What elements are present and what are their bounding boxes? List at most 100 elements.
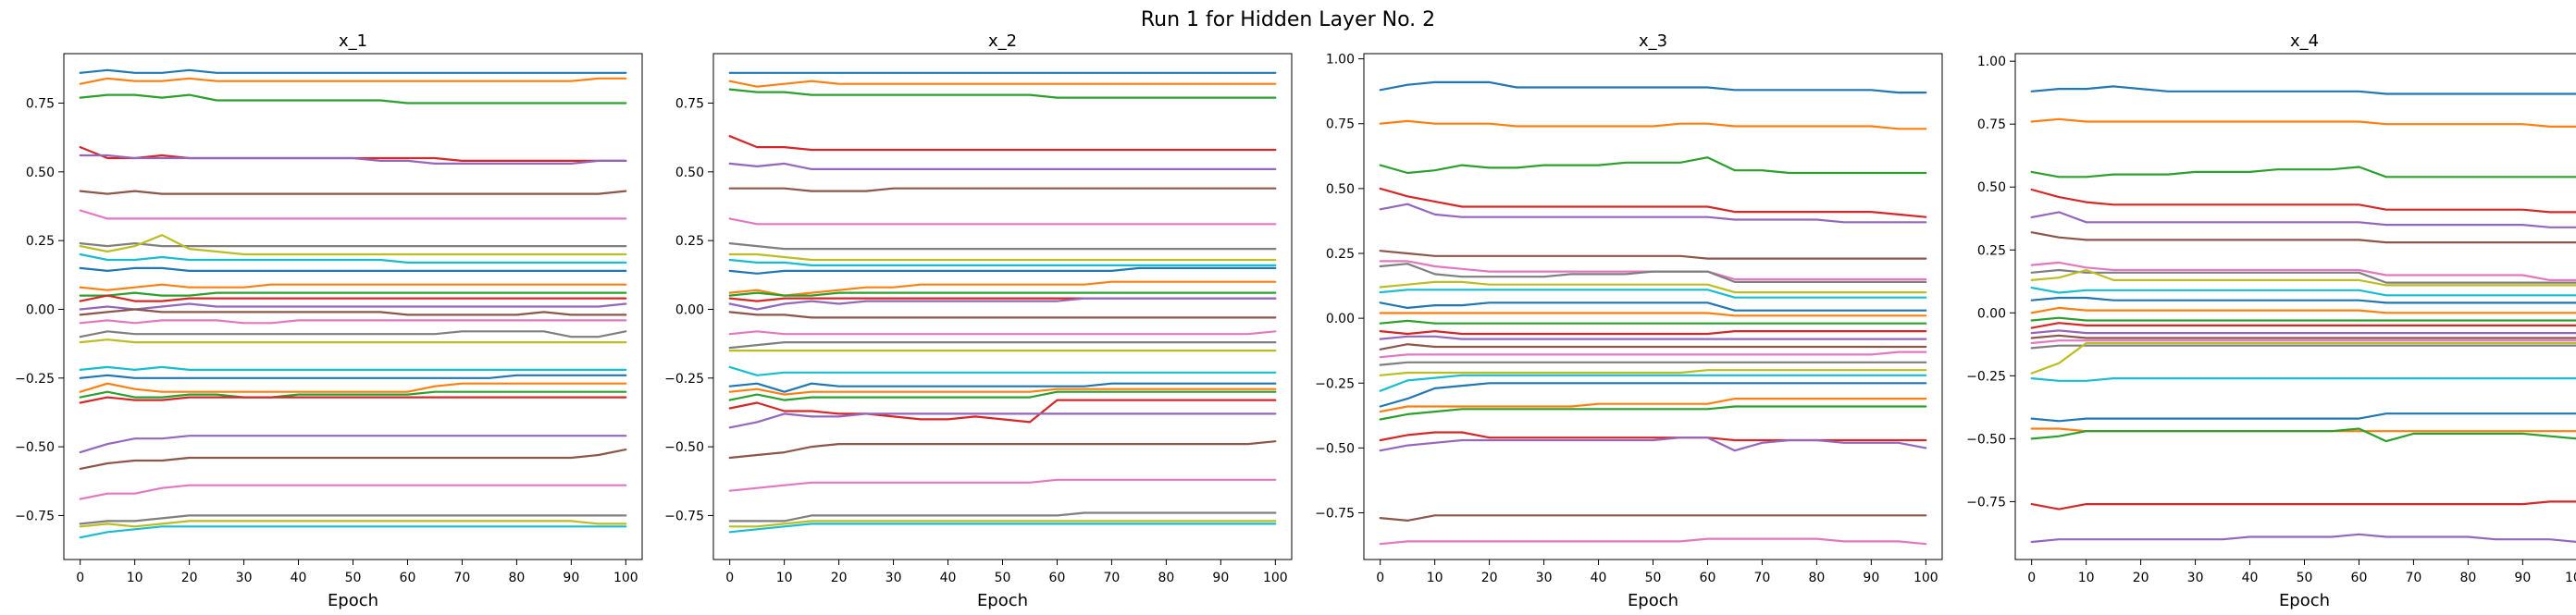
series-line-28 xyxy=(79,514,627,525)
series-line-19 xyxy=(1379,369,1927,376)
x-tick-label: 80 xyxy=(508,571,525,585)
series-line-6 xyxy=(2030,231,2576,244)
series-line-8 xyxy=(1379,263,1927,283)
series-line-1 xyxy=(1379,80,1927,94)
series-line-24 xyxy=(79,396,627,404)
series-line-4 xyxy=(2030,188,2576,214)
subplot-title: x_4 xyxy=(2290,31,2319,51)
x-tick-label: 100 xyxy=(1913,571,1938,585)
x-axis-label: Epoch xyxy=(977,591,1028,610)
series-line-14 xyxy=(79,294,627,302)
subplot-2: 0 10 20 30 40 50 60 70 80 90 100 −0.75 −0.50 −0.25 0.0… xyxy=(664,31,1293,610)
x-tick-label: 40 xyxy=(1591,571,1607,585)
series-line-26 xyxy=(728,440,1277,460)
series-line-18 xyxy=(1379,361,1927,366)
series-line-24 xyxy=(2030,500,2576,510)
x-tick-label: 60 xyxy=(1049,571,1066,585)
series-line-2 xyxy=(2030,117,2576,128)
series-line-6 xyxy=(1379,250,1927,260)
x-tick-label: 60 xyxy=(2351,571,2368,585)
y-tick-label: −0.75 xyxy=(664,509,704,523)
y-tick-label: 1.00 xyxy=(1977,55,2006,69)
series-line-14 xyxy=(1379,330,1927,336)
x-axis-label: Epoch xyxy=(2279,591,2330,610)
series-line-30 xyxy=(79,525,627,539)
axes-frame xyxy=(1363,53,1943,560)
x-tick-label: 90 xyxy=(1863,571,1879,585)
x-tick-label: 0 xyxy=(725,571,734,585)
y-tick-label: 0.25 xyxy=(675,234,704,249)
x-tick-label: 70 xyxy=(1754,571,1771,585)
x-tick-label: 10 xyxy=(127,571,143,585)
series-line-20 xyxy=(728,365,1277,376)
subplot-title: x_1 xyxy=(339,31,367,51)
x-tick-label: 30 xyxy=(886,571,902,585)
series-line-12 xyxy=(2030,306,2576,314)
series-line-14 xyxy=(2030,322,2576,329)
series-line-29 xyxy=(728,520,1277,528)
series-line-15 xyxy=(728,297,1277,311)
series-line-13 xyxy=(728,291,1277,297)
x-tick-label: 20 xyxy=(831,571,848,585)
y-tick-label: 1.00 xyxy=(1326,53,1355,68)
series-line-21 xyxy=(1379,382,1927,408)
series-line-3 xyxy=(2030,166,2576,178)
series-line-26 xyxy=(79,449,627,470)
x-tick-label: 90 xyxy=(2514,571,2531,585)
series-line-4 xyxy=(728,135,1277,152)
series-line-20 xyxy=(79,365,627,371)
y-tick-label: 0.00 xyxy=(1326,312,1355,326)
x-tick-label: 40 xyxy=(940,571,957,585)
series-line-4 xyxy=(1379,187,1927,218)
series-line-21 xyxy=(79,374,627,379)
axes-frame xyxy=(2014,53,2576,560)
series-line-17 xyxy=(79,319,627,325)
series-group xyxy=(1379,80,1927,546)
series-line-11 xyxy=(2030,296,2576,304)
series-line-11 xyxy=(728,266,1277,275)
y-tick-label: 0.50 xyxy=(1326,182,1355,197)
x-tick-label: 30 xyxy=(1536,571,1553,585)
series-line-24 xyxy=(728,399,1277,424)
x-tick-label: 20 xyxy=(181,571,198,585)
x-axis-label: Epoch xyxy=(328,591,378,610)
series-line-17 xyxy=(728,330,1277,336)
series-line-7 xyxy=(728,217,1277,226)
series-line-3 xyxy=(728,88,1277,99)
series-line-18 xyxy=(728,341,1277,350)
series-line-12 xyxy=(79,283,627,291)
x-tick-label: 40 xyxy=(291,571,307,585)
series-line-8 xyxy=(2030,268,2576,284)
series-line-12 xyxy=(1379,312,1927,317)
series-line-13 xyxy=(1379,319,1927,325)
series-line-11 xyxy=(79,266,627,272)
series-line-9 xyxy=(2030,268,2576,287)
series-line-25 xyxy=(79,435,627,454)
y-tick-label: 0.25 xyxy=(1977,243,2006,258)
y-tick-label: −0.50 xyxy=(664,440,704,455)
series-line-6 xyxy=(79,190,627,195)
x-tick-label: 70 xyxy=(1104,571,1121,585)
x-tick-label: 10 xyxy=(1427,571,1443,585)
series-line-3 xyxy=(1379,156,1927,175)
series-line-7 xyxy=(79,209,627,220)
subplot-1: 0 10 20 30 40 50 60 70 80 90 100 −0.75 −0.50 −0.25 0.0… xyxy=(15,31,643,610)
y-tick-label: −0.75 xyxy=(1315,507,1355,522)
series-line-13 xyxy=(2030,316,2576,322)
series-line-26 xyxy=(1379,514,1927,523)
x-tick-label: 100 xyxy=(613,571,638,585)
series-line-25 xyxy=(728,412,1277,429)
x-tick-label: 0 xyxy=(2027,571,2036,585)
series-group xyxy=(728,71,1277,534)
x-tick-label: 100 xyxy=(2565,571,2576,585)
series-line-22 xyxy=(1379,398,1927,413)
series-line-1 xyxy=(2030,85,2576,95)
y-tick-label: 0.75 xyxy=(1326,117,1355,132)
subplot-4: 0 10 20 30 40 50 60 70 80 90 100 −0.75 −0.50 −0.25 0.0… xyxy=(1966,31,2576,610)
series-line-5 xyxy=(79,154,627,165)
y-tick-label: 0.25 xyxy=(1326,247,1355,262)
series-line-30 xyxy=(728,523,1277,534)
subplots: 0 10 20 30 40 50 60 70 80 90 100−0.75−0.50−0.250.0… xyxy=(15,31,2576,610)
x-tick-label: 50 xyxy=(2297,571,2313,585)
